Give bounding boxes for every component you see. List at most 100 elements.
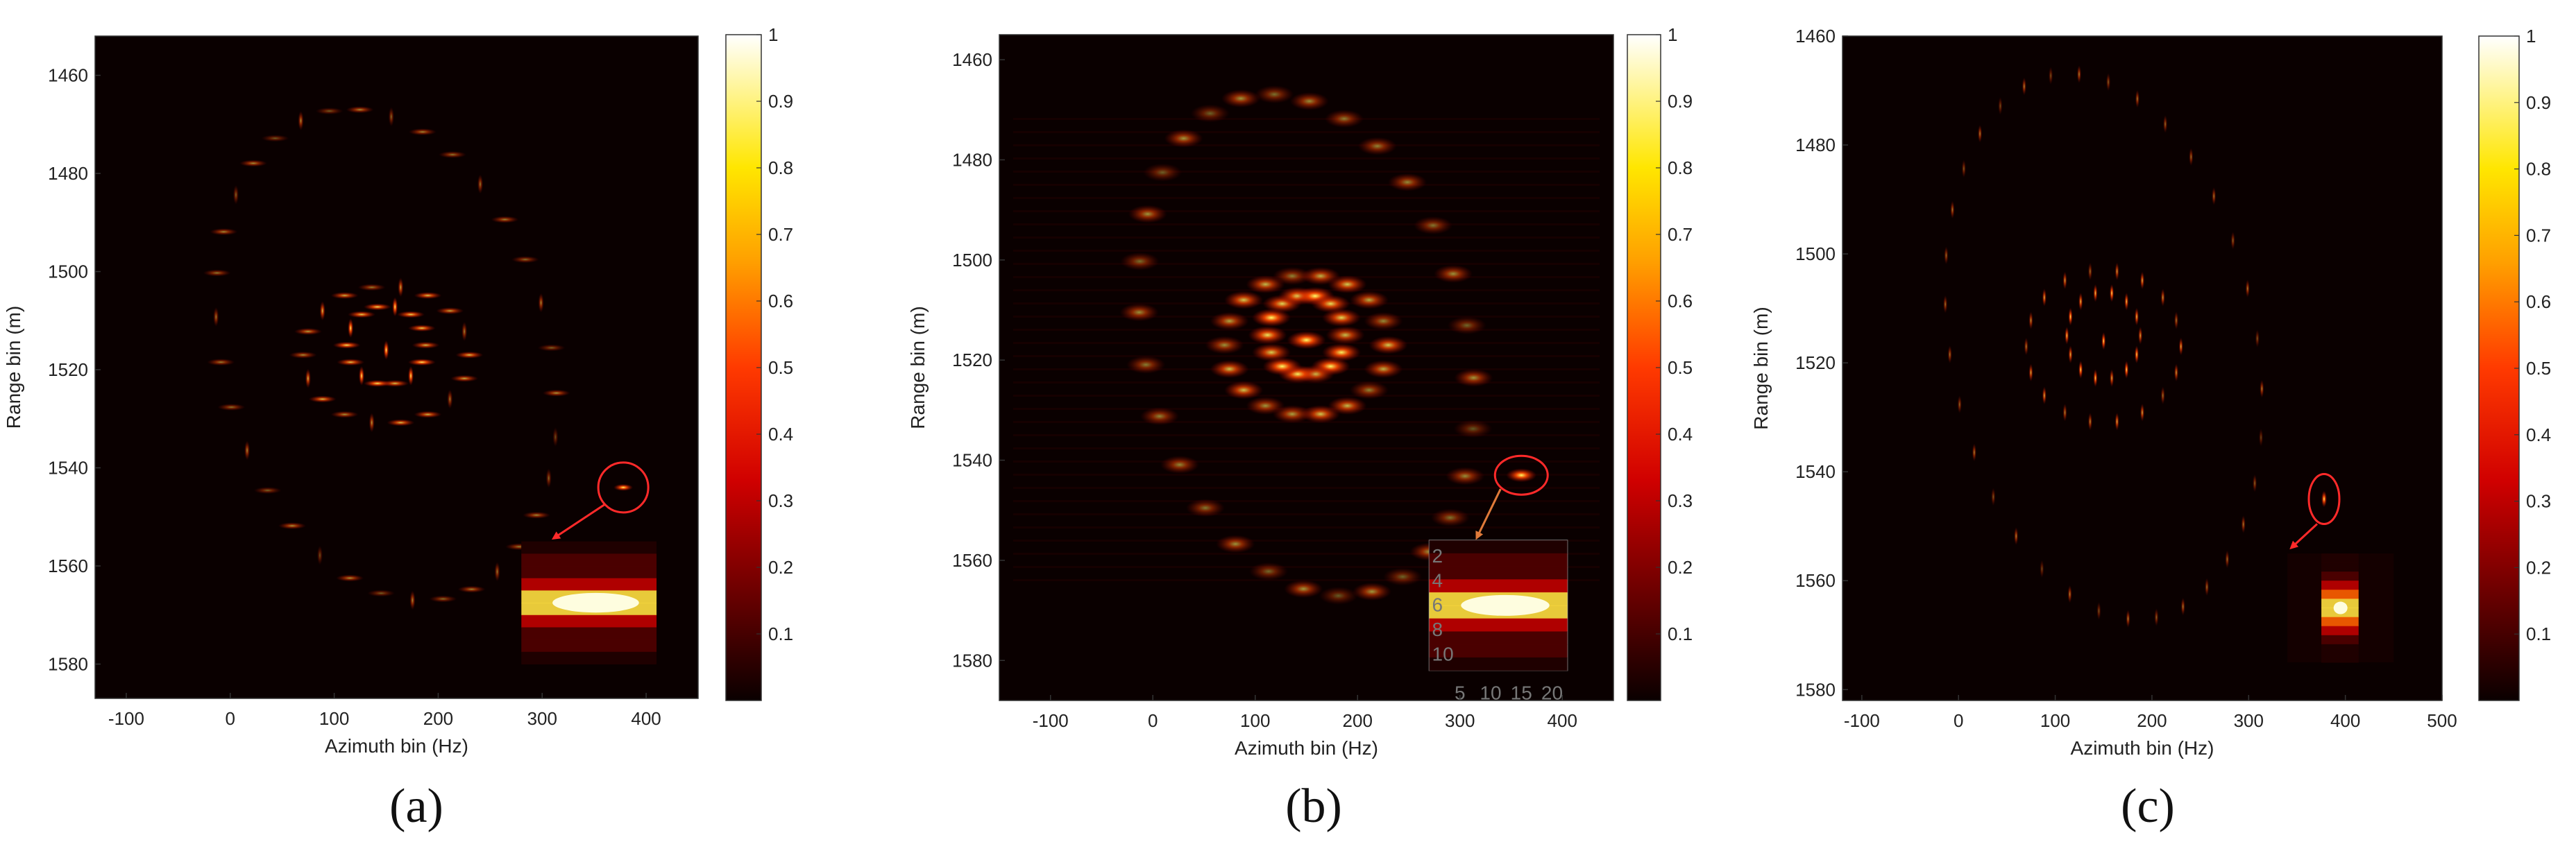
scatterer-point xyxy=(387,419,415,427)
scatterer-point xyxy=(203,269,231,277)
panel-c: -100 0 100 200 300 400 500 1460 1480 1500 1520 1540… xyxy=(1750,26,2551,833)
scatterer-point xyxy=(2138,326,2143,345)
scatterer-point xyxy=(1364,311,1403,330)
scatterer-point xyxy=(1352,583,1391,601)
scatterer-point xyxy=(537,344,566,352)
scatterer-point xyxy=(2124,292,2129,311)
axes-frame xyxy=(999,34,1614,701)
highlight-point xyxy=(2321,490,2327,508)
colorbar-tick-label: 0.4 xyxy=(768,424,793,445)
y-tick-label: 1520 xyxy=(48,359,88,380)
scatterer-point xyxy=(359,366,365,386)
scatterer-point xyxy=(2174,363,2179,382)
y-tick-label: 1540 xyxy=(48,458,88,479)
scatterer-point xyxy=(1957,395,1962,414)
scatterer-point xyxy=(2076,65,2081,84)
zoom-arrow xyxy=(2289,523,2319,550)
scatterer-point xyxy=(2078,292,2083,311)
colorbar-tick-label: 0.5 xyxy=(2526,358,2551,379)
scatterer-point xyxy=(2042,386,2047,405)
scatterer-point xyxy=(2115,412,2119,431)
scatterer-point xyxy=(1388,173,1427,191)
inset-y-tick: 10 xyxy=(1432,644,1454,665)
colorbar-tick-label: 0.9 xyxy=(1668,91,1693,112)
colorbar-tick-label: 1 xyxy=(2526,26,2536,46)
scatterer-point xyxy=(439,151,467,158)
highlight-circle xyxy=(2307,472,2341,525)
inset-y-tick: 8 xyxy=(1432,619,1443,640)
scatterer-point xyxy=(392,297,398,317)
scatterer-point xyxy=(2174,311,2179,329)
panel-caption: (c) xyxy=(2121,780,2175,833)
scatterer-point xyxy=(2110,284,2115,302)
scatterer-point xyxy=(1414,216,1453,235)
scatterer-point xyxy=(2028,363,2033,382)
scatterer-point xyxy=(1284,580,1323,599)
y-tick-label: 1580 xyxy=(48,653,88,674)
scatterer-point xyxy=(2093,369,2098,388)
scatterer-point xyxy=(298,110,304,130)
y-tick-label: 1500 xyxy=(1795,243,1836,264)
y-tick-label: 1540 xyxy=(952,450,992,471)
scatterer-point xyxy=(2101,332,2106,350)
colorbar-tick-label: 1 xyxy=(768,24,778,45)
colorbar-tick-label: 0.5 xyxy=(768,357,793,378)
scatterer-point xyxy=(1224,291,1264,309)
scatterer-point xyxy=(1454,368,1493,387)
colorbar-a: 0.1 0.2 0.3 0.4 0.5 0.6 0.7 0.8 0.9 1 xyxy=(725,24,793,701)
scatterer-point xyxy=(408,366,414,386)
colorbar-tick-label: 0.7 xyxy=(768,224,793,245)
scatterer-point xyxy=(278,522,307,530)
colorbar-tick-label: 0.6 xyxy=(2526,291,2551,312)
scatterer-point xyxy=(1185,499,1225,517)
scatterer-point xyxy=(1139,407,1179,426)
scatterer-point xyxy=(2241,515,2246,533)
scatterer-point xyxy=(315,108,344,115)
scatterer-point xyxy=(2042,288,2047,307)
colorbar-tick-label: 0.7 xyxy=(1668,224,1693,245)
x-tick-label: -100 xyxy=(108,708,144,729)
scatterer-point xyxy=(1950,200,1955,219)
colorbar-tick-label: 0.9 xyxy=(2526,92,2551,113)
scatterer-point xyxy=(368,413,375,433)
scatterer-point xyxy=(2135,89,2139,108)
scatterer-point xyxy=(332,341,361,349)
scatterer-point xyxy=(1349,381,1389,399)
panel-caption: (b) xyxy=(1285,780,1342,833)
scatterer-point xyxy=(407,325,436,332)
scatterer-responses-b xyxy=(1119,85,1493,605)
scatterer-point xyxy=(1430,508,1470,527)
scatterer-point xyxy=(1947,345,1952,364)
scatterer-point xyxy=(2040,560,2044,578)
scatterer-point xyxy=(2134,345,2139,364)
scatterer-point xyxy=(2253,474,2257,492)
inset-zoom-c xyxy=(2287,553,2394,663)
scatterer-point xyxy=(1328,275,1367,294)
scatterer-point xyxy=(2062,271,2067,290)
scatterer-point xyxy=(2245,280,2250,298)
scatterer-point xyxy=(357,284,386,291)
scatterer-point xyxy=(2259,428,2264,447)
scatterer-point xyxy=(397,311,425,318)
x-tick-label: 400 xyxy=(2330,710,2360,731)
scatterer-point xyxy=(2134,307,2139,326)
x-axis-label: Azimuth bin (Hz) xyxy=(325,735,468,757)
scatterer-point xyxy=(1190,104,1230,123)
y-tick-label: 1480 xyxy=(1795,135,1836,155)
zoom-arrow xyxy=(1475,488,1502,540)
scatterer-point xyxy=(491,216,519,223)
scatterer-point xyxy=(2212,187,2217,205)
colorbar-tick-label: 0.2 xyxy=(2526,557,2551,578)
scatterer-point xyxy=(2160,386,2165,405)
scatterer-point xyxy=(414,292,442,300)
scatterer-point xyxy=(2049,67,2053,85)
scatterer-point xyxy=(1210,360,1249,379)
scatterer-point xyxy=(1321,309,1361,327)
colorbar-c: 0.1 0.2 0.3 0.4 0.5 0.6 0.7 0.8 0.9 1 xyxy=(2478,26,2551,701)
scatterer-point xyxy=(346,106,374,114)
axes-frame xyxy=(1842,35,2443,701)
scatterer-point xyxy=(305,368,311,388)
scatterer-point xyxy=(1319,586,1358,605)
